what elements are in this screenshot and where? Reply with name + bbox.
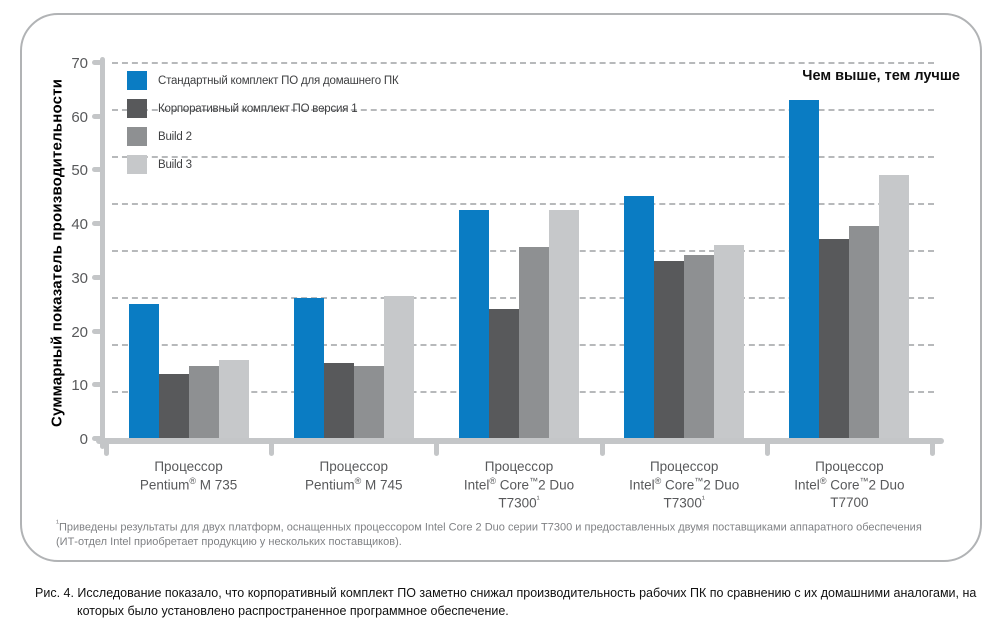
- gridline: [112, 62, 934, 64]
- bar: [383, 295, 414, 438]
- bar-group: [602, 62, 767, 438]
- y-tick-label: 20: [71, 323, 88, 341]
- y-axis-tick: [92, 113, 102, 119]
- bar-group: [271, 62, 436, 438]
- bar: [849, 225, 880, 438]
- y-axis-tick: [92, 328, 102, 334]
- higher-is-better-note: Чем выше, тем лучше: [802, 68, 960, 84]
- chart-frame: Суммарный показатель производительности …: [20, 13, 982, 562]
- figure-caption: Рис. 4. Исследование показало, что корпо…: [35, 586, 977, 619]
- bar: [458, 209, 489, 438]
- gridline: [112, 109, 934, 111]
- legend-swatch: [127, 155, 147, 174]
- y-axis-tick: [92, 382, 102, 388]
- legend-item: Стандартный комплект ПО для домашнего ПК: [127, 71, 399, 90]
- legend-swatch: [127, 99, 147, 118]
- category-label: Процессор Intel® Core™2 Duo T7700: [794, 459, 905, 511]
- bar-group: [436, 62, 601, 438]
- legend-item: Build 2: [127, 127, 399, 146]
- bar: [624, 196, 655, 438]
- x-axis-group-separator: [269, 440, 275, 456]
- bar: [684, 255, 715, 438]
- legend-swatch: [127, 71, 147, 90]
- x-axis-group-separator: [764, 440, 770, 456]
- gridline: [112, 203, 934, 205]
- x-axis-group-separator: [434, 440, 440, 456]
- y-tick-label: 10: [71, 377, 88, 395]
- category-label: Процессор Intel® Core™2 Duo T7300¹: [463, 459, 575, 511]
- legend-label: Build 2: [158, 130, 192, 143]
- y-tick-label: 70: [71, 55, 88, 72]
- bar: [218, 360, 249, 438]
- gridline: [112, 156, 934, 158]
- x-axis-group-separator: [599, 440, 605, 456]
- legend: Стандартный комплект ПО для домашнего ПК…: [127, 71, 399, 174]
- y-tick-label: 0: [79, 431, 88, 448]
- bar: [353, 365, 384, 438]
- legend-label: Корпоративный комплект ПО версия 1: [158, 102, 358, 115]
- bar: [128, 303, 159, 438]
- bar: [879, 174, 910, 438]
- y-axis-tick: [92, 167, 102, 173]
- category-label: Процессор Intel® Core™2 Duo T7300¹: [629, 459, 740, 511]
- plot-area: 0 10 20 30 40 50 60 70 Процессор Pentium® M 735 Пр…: [71, 56, 944, 511]
- x-axis-group-separator: [930, 440, 935, 456]
- x-axis-line: [96, 438, 944, 444]
- bar: [518, 247, 549, 438]
- legend-label: Build 3: [158, 158, 192, 171]
- category-label: Процессор Pentium® M 745: [305, 459, 403, 493]
- legend-label: Стандартный комплект ПО для домашнего ПК: [158, 74, 399, 87]
- y-axis-tick: [92, 60, 102, 65]
- y-axis-tick: [92, 221, 102, 227]
- bar: [158, 373, 189, 438]
- y-tick-label: 50: [71, 162, 88, 180]
- bar: [714, 244, 745, 438]
- x-axis-group-separator: [104, 440, 109, 456]
- y-tick-label: 40: [71, 216, 88, 234]
- y-axis-line: [100, 57, 105, 449]
- footnote: ¹Приведены результаты для двух платформ,…: [56, 518, 922, 548]
- y-axis-tick: [92, 274, 102, 280]
- bar-group: [767, 62, 932, 438]
- bar: [548, 209, 579, 438]
- bar: [188, 365, 219, 438]
- legend-item: Build 3: [127, 155, 399, 174]
- y-tick-label: 30: [71, 269, 88, 287]
- legend-swatch: [127, 127, 147, 146]
- legend-item: Корпоративный комплект ПО версия 1: [127, 99, 399, 118]
- bar: [323, 362, 354, 438]
- bar: [293, 298, 324, 438]
- category-label: Процессор Pentium® M 735: [139, 459, 238, 493]
- y-tick-label: 60: [71, 108, 88, 126]
- bar: [819, 239, 850, 438]
- bar: [654, 260, 685, 438]
- bar: [789, 99, 820, 438]
- bar-group: [106, 62, 271, 438]
- bar: [488, 309, 519, 438]
